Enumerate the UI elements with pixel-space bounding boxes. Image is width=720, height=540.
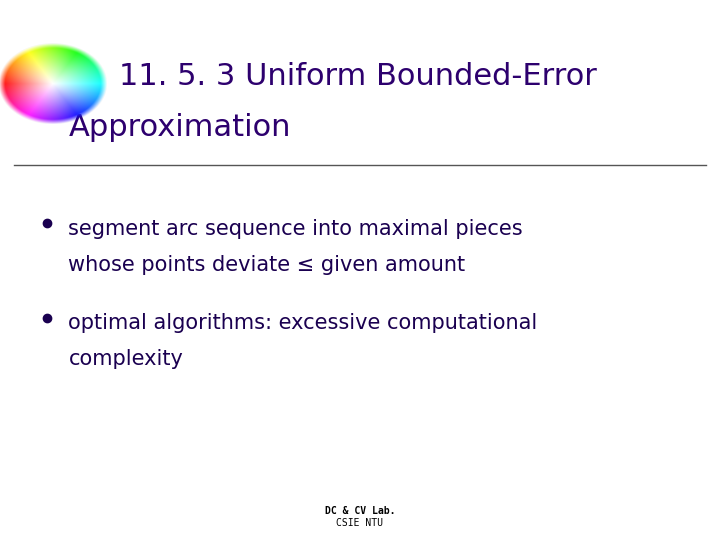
Text: Approximation: Approximation [68,113,291,143]
Text: complexity: complexity [68,349,184,369]
Text: segment arc sequence into maximal pieces: segment arc sequence into maximal pieces [68,219,523,239]
Text: CSIE NTU: CSIE NTU [336,518,384,528]
Text: whose points deviate ≤ given amount: whose points deviate ≤ given amount [68,255,466,275]
Text: DC & CV Lab.: DC & CV Lab. [325,505,395,516]
Text: 11. 5. 3 Uniform Bounded-Error: 11. 5. 3 Uniform Bounded-Error [119,62,597,91]
Text: optimal algorithms: excessive computational: optimal algorithms: excessive computatio… [68,313,538,333]
